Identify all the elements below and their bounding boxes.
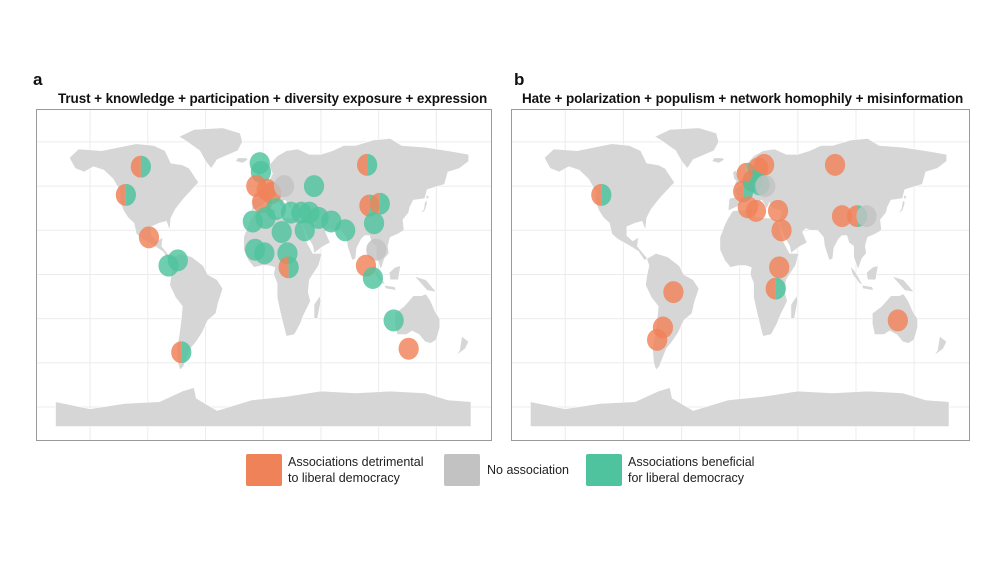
land-new-zealand (933, 335, 948, 357)
land-iceland (235, 157, 249, 164)
marker-beneficial (271, 221, 292, 244)
land-new-guinea (891, 275, 915, 293)
panel-b-world-map (512, 110, 969, 440)
marker-split (130, 155, 151, 178)
panel-b-title: Hate + polarization + populism + network… (522, 91, 964, 106)
land-indonesia-b (861, 284, 874, 291)
land-japan (414, 194, 430, 220)
land-antarctica (530, 387, 950, 427)
marker-split (591, 183, 612, 206)
marker-beneficial (254, 242, 275, 265)
marker-split (278, 256, 299, 279)
legend-label-none: No association (487, 463, 569, 477)
land-australia (394, 293, 441, 344)
marker-detrimental (771, 219, 792, 242)
marker-split (115, 183, 136, 206)
marker-beneficial (335, 219, 356, 242)
marker-split (171, 341, 192, 364)
land-iceland (711, 157, 726, 164)
land-north-america (543, 143, 675, 261)
marker-beneficial (383, 309, 404, 332)
marker-none (755, 175, 776, 198)
marker-split (369, 192, 390, 215)
land-indonesia-a (849, 265, 864, 286)
legend: Associations detrimental to liberal democ… (246, 454, 766, 490)
land-new-guinea (413, 275, 438, 293)
land-greenland (178, 127, 243, 169)
land-madagascar (790, 294, 799, 319)
marker-detrimental (831, 205, 853, 228)
land (530, 127, 950, 427)
panel-b-letter: b (514, 70, 525, 89)
panel-b-map (511, 109, 970, 441)
land-south-america (645, 252, 700, 371)
marker-detrimental (663, 281, 684, 304)
marker-beneficial (303, 175, 325, 198)
marker-beneficial (158, 254, 179, 277)
marker-split (733, 180, 754, 203)
legend-label-detrimental: Associations detrimental to liberal democ… (288, 455, 424, 485)
marker-detrimental (398, 337, 419, 360)
panel-a-title: Trust + knowledge + participation + dive… (58, 91, 488, 106)
marker-detrimental (767, 199, 789, 222)
marker-detrimental (138, 226, 160, 249)
land-borneo (866, 265, 879, 281)
association-markers (591, 153, 908, 351)
land-indonesia-b (383, 284, 397, 291)
marker-none (273, 175, 295, 198)
marker-detrimental (887, 309, 908, 332)
marker-detrimental (745, 199, 767, 222)
marker-split (356, 153, 378, 176)
marker-none (366, 238, 387, 261)
association-markers (115, 152, 419, 364)
land-new-zealand (455, 335, 470, 357)
legend-swatch-none (444, 454, 480, 486)
legend-label-beneficial: Associations beneficial for liberal democ… (628, 455, 755, 485)
land-antarctica (55, 387, 472, 427)
land-japan (891, 194, 908, 220)
marker-detrimental (647, 328, 668, 351)
land-greenland (654, 127, 720, 169)
legend-swatch-detrimental (246, 454, 282, 486)
marker-detrimental (769, 256, 790, 279)
marker-detrimental (824, 153, 846, 176)
marker-beneficial (294, 219, 315, 242)
marker-split (765, 277, 786, 300)
panel-a-map (36, 109, 492, 441)
legend-swatch-beneficial (586, 454, 622, 486)
marker-beneficial (242, 210, 263, 233)
marker-beneficial (363, 212, 385, 235)
panel-a-world-map (37, 110, 491, 440)
panel-a-letter: a (33, 70, 43, 89)
land-borneo (388, 265, 401, 281)
land-madagascar (313, 294, 322, 319)
marker-beneficial (362, 267, 384, 289)
marker-none (856, 205, 877, 228)
